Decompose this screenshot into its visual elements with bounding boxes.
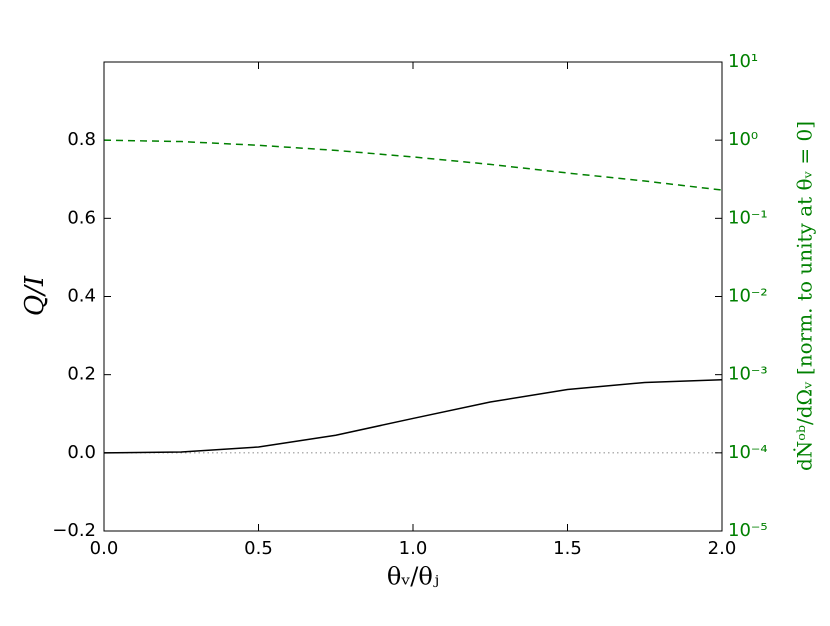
series-line — [103, 139, 723, 191]
y-tick-label: 0.4 — [67, 286, 96, 307]
y2-tick-label: 10⁻⁵ — [728, 520, 768, 541]
y2-tick-label: 10⁻⁴ — [728, 442, 768, 463]
y2-axis-label: dṄᵒᵇ/dΩᵥ [norm. to unity at θᵥ = 0] — [792, 121, 817, 471]
x-tick-label: 2.0 — [708, 538, 737, 559]
y-tick-label: 0.6 — [67, 207, 96, 228]
y-tick-label: 0.8 — [67, 129, 96, 150]
y2-tick-label: 10⁰ — [728, 129, 758, 150]
y2-tick-label: 10¹ — [728, 51, 758, 72]
x-tick-label: 0.5 — [244, 538, 273, 559]
y-axis-label: Q/I — [20, 275, 50, 316]
y-tick-label: −0.2 — [52, 520, 96, 541]
y2-tick-label: 10⁻³ — [728, 364, 768, 385]
y2-tick-label: 10⁻² — [728, 286, 768, 307]
x-axis-label: θᵥ/θⱼ — [387, 563, 439, 591]
x-tick-label: 1.5 — [553, 538, 582, 559]
plot-frame — [103, 61, 723, 532]
y-tick-label: 0.0 — [67, 442, 96, 463]
y-tick-label: 0.2 — [67, 364, 96, 385]
y2-tick-label: 10⁻¹ — [728, 207, 768, 228]
x-tick-label: 0.0 — [90, 538, 119, 559]
series-line — [103, 378, 723, 454]
x-tick-label: 1.0 — [399, 538, 428, 559]
